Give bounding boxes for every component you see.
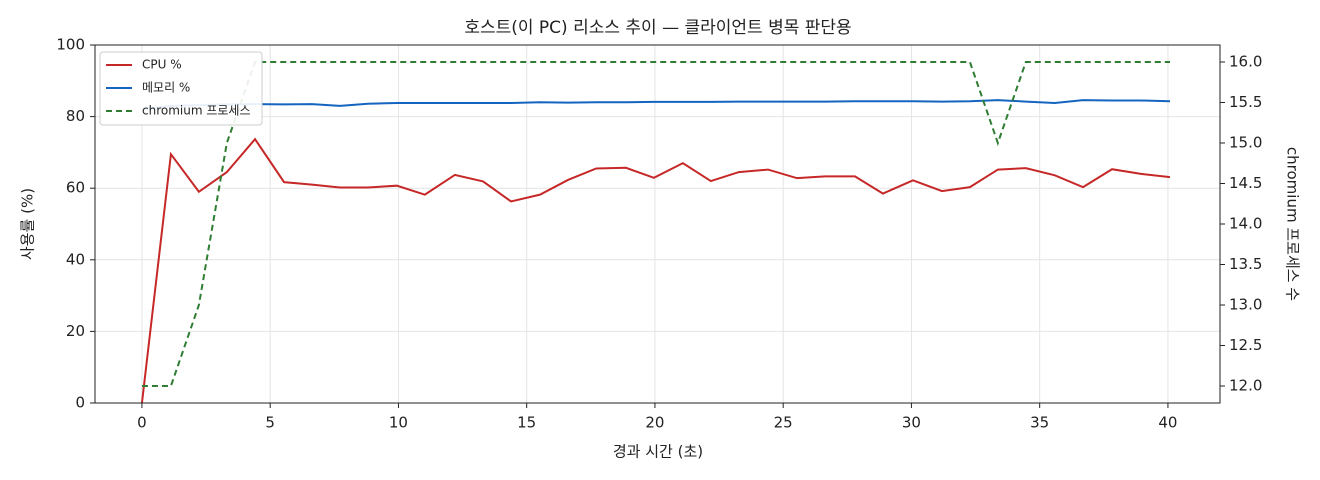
y2-tick-label: 12.5 <box>1229 336 1262 354</box>
x-tick-label: 35 <box>1030 414 1049 432</box>
y2-tick-label: 13.5 <box>1229 255 1262 273</box>
legend-label: chromium 프로세스 <box>142 104 251 118</box>
x-tick-label: 20 <box>645 414 664 432</box>
y-tick-label: 100 <box>56 36 85 54</box>
x-tick-label: 10 <box>389 414 408 432</box>
y2-axis-label: chromium 프로세스 수 <box>1284 147 1302 301</box>
y-tick-label: 0 <box>75 394 85 412</box>
plot-frame <box>94 44 1221 404</box>
y2-tick-label: 14.5 <box>1229 174 1262 192</box>
x-axis-label: 경과 시간 (초) <box>613 443 703 461</box>
x-tick-label: 5 <box>265 414 275 432</box>
y-tick-label: 60 <box>66 179 85 197</box>
x-tick-label: 15 <box>517 414 536 432</box>
series-line <box>140 137 1171 403</box>
x-tick-label: 0 <box>137 414 147 432</box>
x-tick-label: 25 <box>774 414 793 432</box>
y-tick-label: 20 <box>66 322 85 340</box>
legend-label: 메모리 % <box>142 81 190 95</box>
series-line <box>141 99 1171 111</box>
y-tick-label: 80 <box>66 107 85 125</box>
series-line <box>141 61 1170 387</box>
legend-box <box>99 51 263 126</box>
y2-tick-label: 13.0 <box>1229 295 1262 313</box>
chart-title: 호스트(이 PC) 리소스 추이 — 클라이언트 병목 판단용 <box>464 18 851 38</box>
legend-label: CPU % <box>142 58 182 72</box>
x-tick-label: 40 <box>1158 414 1177 432</box>
y2-tick-label: 12.0 <box>1229 376 1262 394</box>
y2-tick-label: 15.5 <box>1229 93 1262 111</box>
y2-tick-label: 16.0 <box>1229 53 1262 71</box>
y2-tick-label: 15.0 <box>1229 134 1262 152</box>
y2-tick-label: 14.0 <box>1229 215 1262 233</box>
y-axis-label: 사용률 (%) <box>19 188 37 260</box>
x-tick-label: 30 <box>902 414 921 432</box>
y-tick-label: 40 <box>66 250 85 268</box>
